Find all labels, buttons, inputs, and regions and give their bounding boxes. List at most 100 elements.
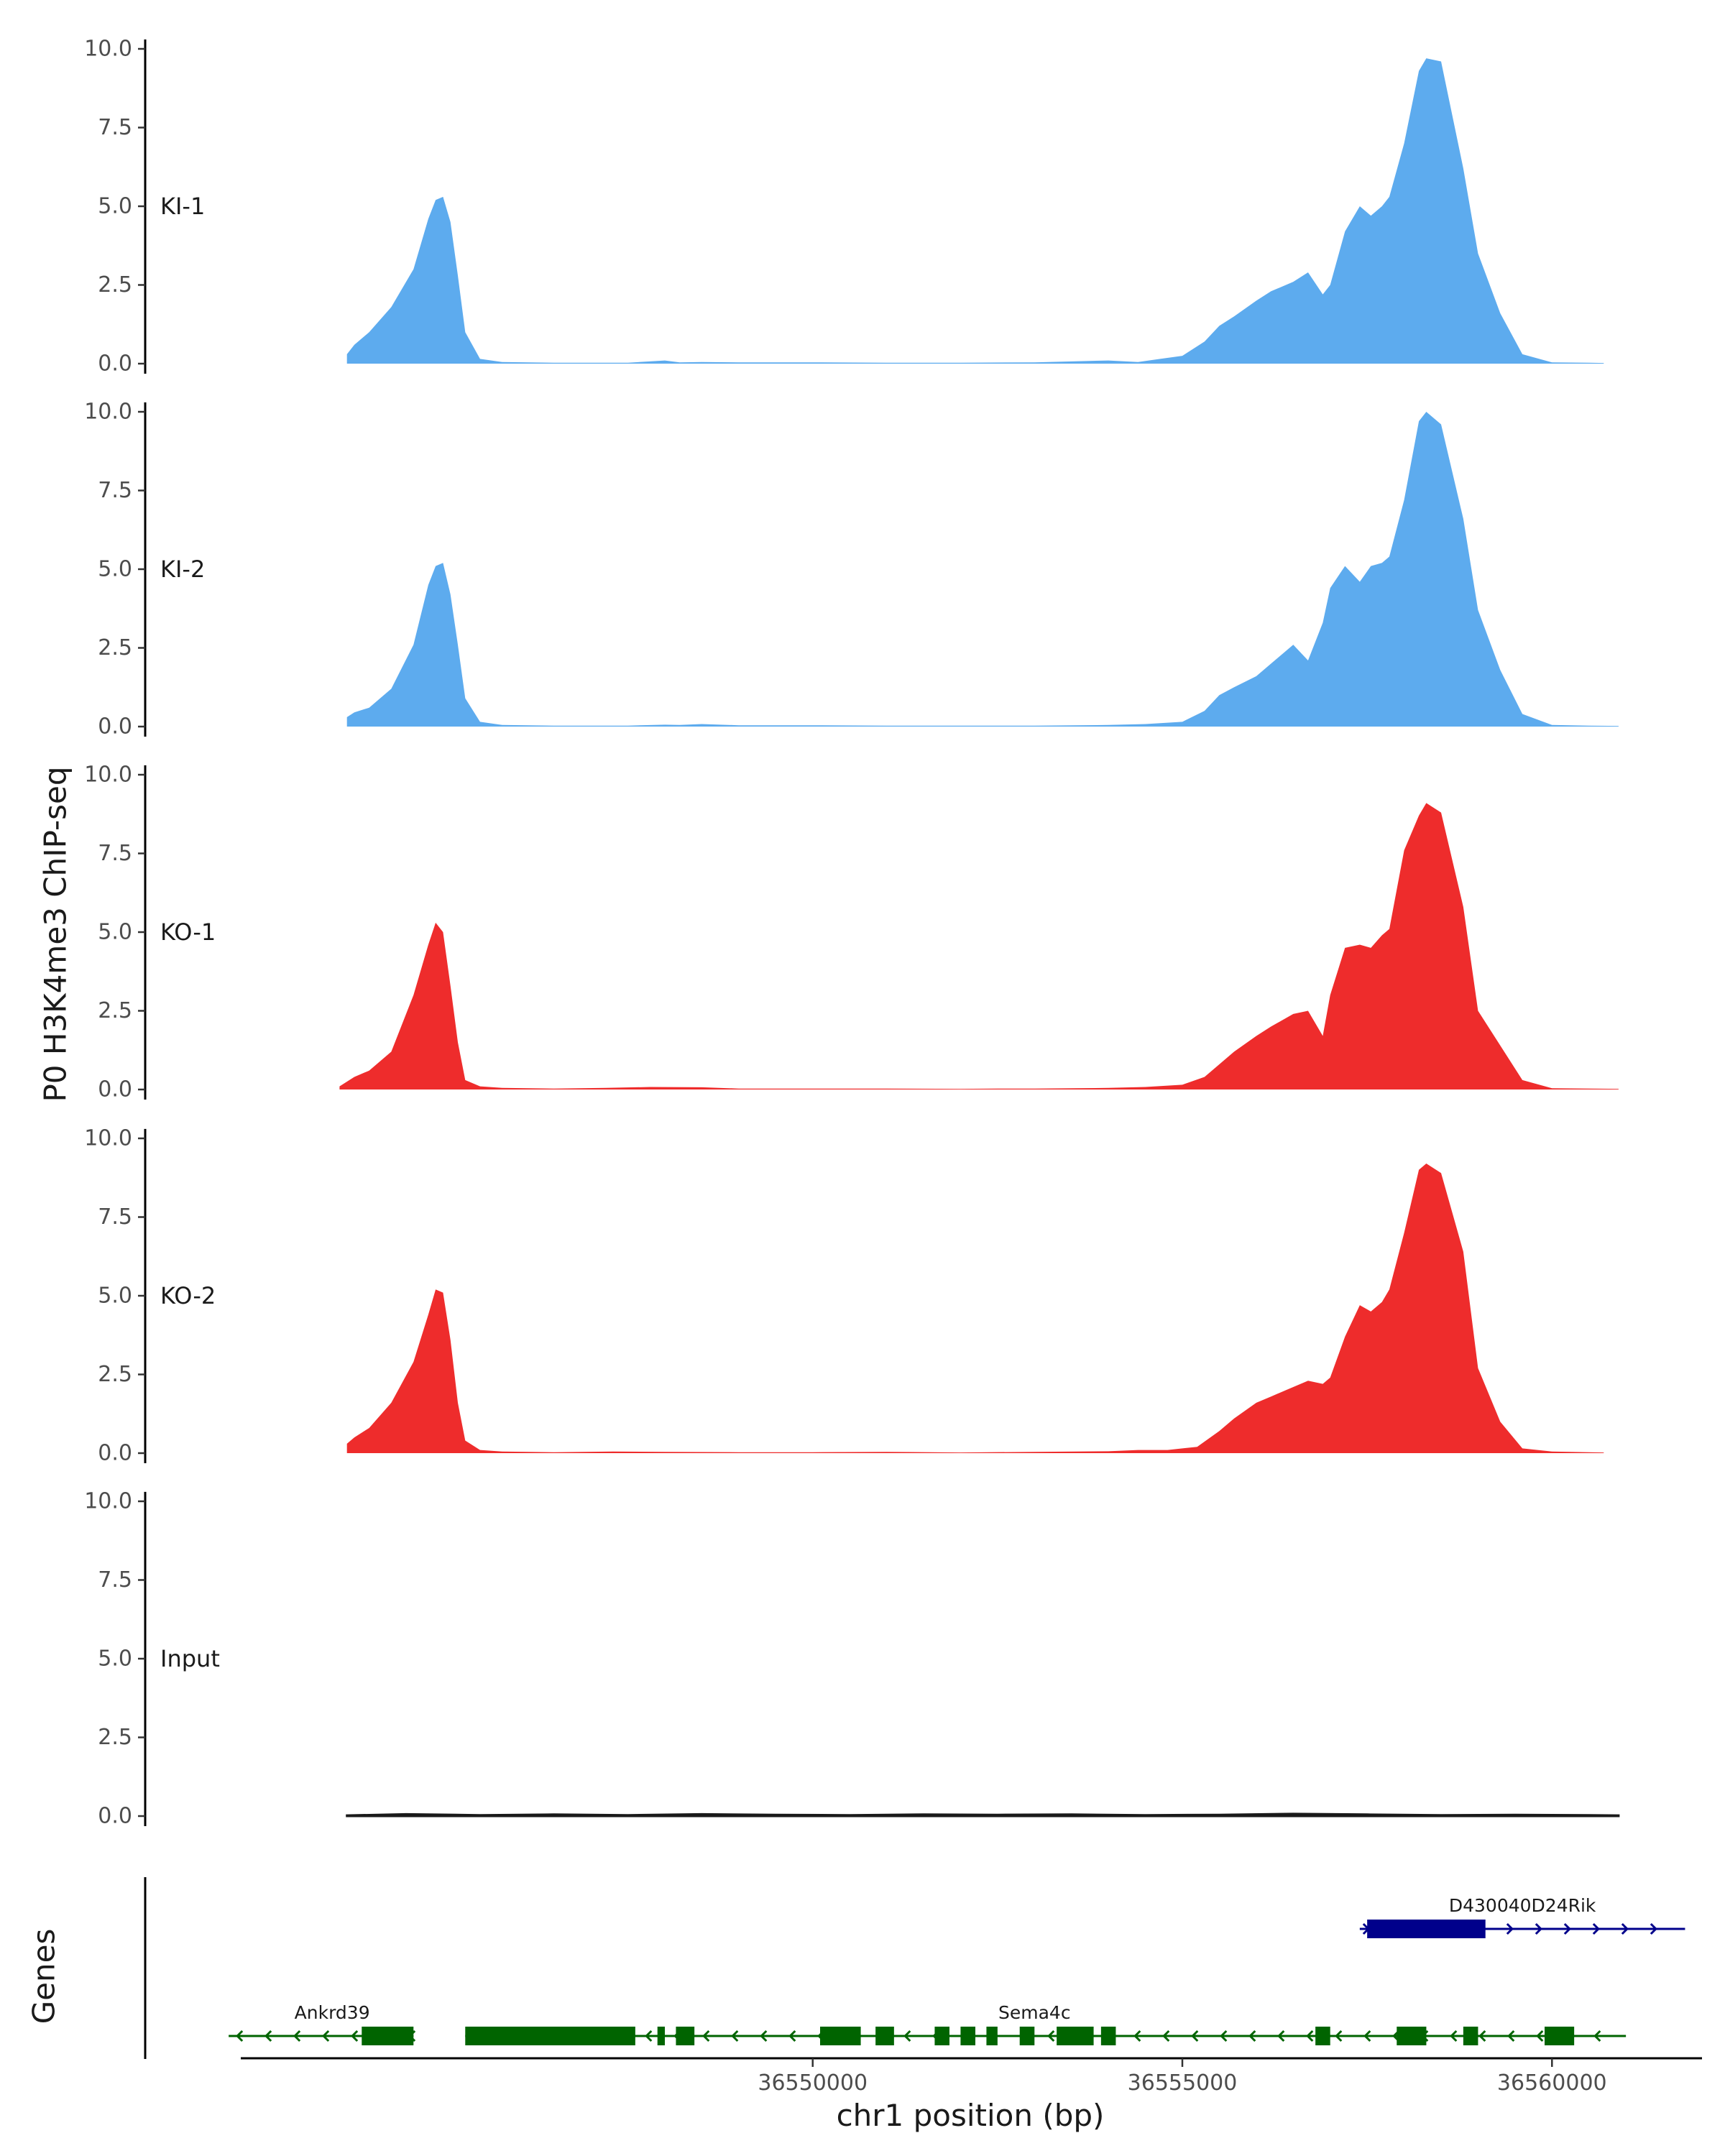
y-tick-label: 10.0	[84, 763, 132, 788]
x-tick-label: 36560000	[1497, 2070, 1607, 2096]
track-label: KI-2	[160, 556, 205, 583]
y-tick-label: 2.5	[98, 635, 132, 660]
gene-label: Sema4c	[998, 2002, 1071, 2023]
exon	[657, 2027, 665, 2045]
y-tick-label: 5.0	[98, 1646, 132, 1672]
gene-d430040d24rik: D430040D24Rik	[1359, 1895, 1685, 1938]
exon	[960, 2027, 975, 2045]
strand-chevron	[1363, 2030, 1371, 2042]
strand-chevron	[1593, 2030, 1601, 2042]
strand-chevron	[351, 2030, 359, 2042]
track-label: Input	[160, 1645, 220, 1672]
signal-area	[339, 803, 1619, 1089]
track-input: 0.0 2.5 5.0 7.5 10.0 Input	[84, 1489, 1620, 1829]
y-tick-label: 10.0	[84, 37, 132, 62]
strand-chevron	[1563, 1922, 1571, 1935]
y-tick-label: 0.0	[98, 351, 132, 377]
y-axis-title: P0 H3K4me3 ChIP-seq	[38, 766, 73, 1102]
strand-chevron	[1650, 1922, 1657, 1935]
y-tick-label: 7.5	[98, 115, 132, 140]
strand-chevron	[322, 2030, 330, 2042]
strand-chevron	[1450, 2030, 1458, 2042]
x-tick-label: 36550000	[758, 2070, 868, 2096]
strand-chevron	[760, 2030, 768, 2042]
exon	[875, 2027, 894, 2045]
y-tick-label: 2.5	[98, 1362, 132, 1387]
y-tick-label: 7.5	[98, 478, 132, 503]
strand-chevron	[1335, 2030, 1343, 2042]
tracks-layer: 0.0 2.5 5.0 7.5 10.0 KI-1 0.0 2.5 5.0 7.5 10.0 KI-2…	[84, 37, 1620, 1829]
strand-chevron	[1478, 2030, 1486, 2042]
strand-chevron	[731, 2030, 739, 2042]
y-tick-label: 10.0	[84, 1489, 132, 1514]
track-label: KO-1	[160, 918, 216, 946]
exon	[1315, 2027, 1330, 2045]
genes-panel: 36550000 36555000 36560000 Ankrd39 Sema4c D43…	[144, 1877, 1702, 2096]
signal-area	[346, 1164, 1604, 1453]
y-tick-label: 5.0	[98, 194, 132, 219]
exon	[1057, 2027, 1094, 2045]
strand-chevron	[1248, 2030, 1256, 2042]
exon	[1019, 2027, 1035, 2045]
strand-chevron	[1220, 2030, 1228, 2042]
track-ko-1: 0.0 2.5 5.0 7.5 10.0 KO-1	[84, 763, 1619, 1102]
y-tick-label: 5.0	[98, 1284, 132, 1309]
track-label: KO-2	[160, 1282, 216, 1309]
strand-chevron	[1535, 1922, 1542, 1935]
strand-chevron	[1277, 2030, 1285, 2042]
y-tick-label: 7.5	[98, 1204, 132, 1230]
y-tick-label: 2.5	[98, 272, 132, 298]
strand-chevron	[702, 2030, 710, 2042]
y-tick-label: 7.5	[98, 841, 132, 866]
y-tick-label: 0.0	[98, 714, 132, 740]
exon	[1397, 2027, 1427, 2045]
strand-chevron	[1306, 2030, 1314, 2042]
strand-chevron	[236, 2030, 244, 2042]
track-ki-1: 0.0 2.5 5.0 7.5 10.0 KI-1	[84, 37, 1604, 377]
y-tick-label: 10.0	[84, 400, 132, 425]
strand-chevron	[1506, 1922, 1514, 1935]
strand-chevron	[1191, 2030, 1199, 2042]
exon	[676, 2027, 695, 2045]
exon	[362, 2027, 414, 2045]
exon	[934, 2027, 949, 2045]
strand-chevron	[1507, 2030, 1515, 2042]
gene-sema4c: Sema4c	[465, 2002, 1627, 2045]
strand-chevron	[1621, 1922, 1629, 1935]
y-tick-label: 0.0	[98, 1077, 132, 1102]
y-tick-label: 2.5	[98, 1725, 132, 1750]
strand-chevron	[1592, 1922, 1600, 1935]
y-tick-label: 2.5	[98, 998, 132, 1023]
exon	[1463, 2027, 1478, 2045]
strand-chevron	[293, 2030, 301, 2042]
exon	[1100, 2027, 1116, 2045]
strand-chevron	[264, 2030, 272, 2042]
strand-chevron	[645, 2030, 653, 2042]
exon	[820, 2027, 861, 2045]
x-axis-title: chr1 position (bp)	[837, 2098, 1105, 2133]
y-tick-label: 5.0	[98, 557, 132, 582]
track-ko-2: 0.0 2.5 5.0 7.5 10.0 KO-2	[84, 1126, 1604, 1466]
signal-area	[346, 58, 1604, 364]
exon	[986, 2027, 998, 2045]
strand-chevron	[788, 2030, 796, 2042]
exon	[465, 2027, 635, 2045]
y-tick-label: 10.0	[84, 1126, 132, 1151]
strand-chevron	[1133, 2030, 1141, 2042]
track-label: KI-1	[160, 193, 205, 220]
exon	[1545, 2027, 1575, 2045]
strand-chevron	[1536, 2030, 1544, 2042]
strand-chevron	[1047, 2030, 1055, 2042]
strand-chevron	[903, 2030, 911, 2042]
y-tick-label: 0.0	[98, 1441, 132, 1466]
x-tick-label: 36555000	[1128, 2070, 1238, 2096]
gene-ankrd39: Ankrd39	[229, 2002, 416, 2045]
exon	[1367, 1920, 1486, 1938]
strand-chevron	[1162, 2030, 1170, 2042]
genes-axis-title: Genes	[27, 1929, 62, 2024]
y-tick-label: 7.5	[98, 1567, 132, 1593]
y-tick-label: 0.0	[98, 1804, 132, 1829]
track-ki-2: 0.0 2.5 5.0 7.5 10.0 KI-2	[84, 400, 1619, 740]
gene-label: D430040D24Rik	[1449, 1895, 1596, 1916]
